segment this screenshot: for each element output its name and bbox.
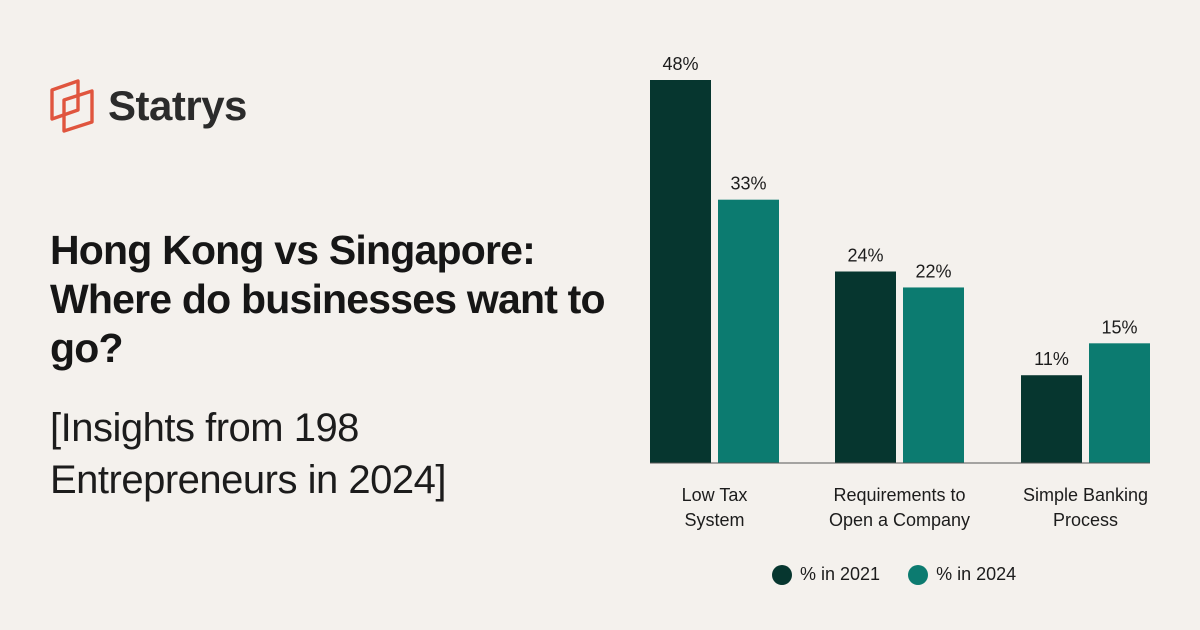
data-label: 15%: [1101, 317, 1137, 337]
legend-item-2024: % in 2024: [908, 564, 1016, 585]
category-label: Open a Company: [829, 510, 970, 530]
legend-label-2024: % in 2024: [936, 564, 1017, 584]
legend-item-2021: % in 2021: [772, 564, 880, 585]
category-label: Low Tax: [682, 485, 748, 505]
page-title: Hong Kong vs Singapore: Where do busines…: [50, 227, 606, 371]
statrys-logo-icon: [50, 79, 94, 133]
category-label: Process: [1053, 510, 1118, 530]
data-label: 33%: [730, 174, 766, 194]
brand-logo: Statrys: [48, 78, 247, 134]
category-label: System: [684, 510, 744, 530]
data-label: 11%: [1034, 349, 1069, 369]
chart-canvas: 48% 33% Low Tax System 24% 22% Requirements to…: [650, 54, 1150, 530]
bar: [1089, 343, 1150, 463]
legend-swatch-2024: [908, 564, 929, 585]
data-label: 48%: [662, 54, 698, 74]
bar: [718, 199, 779, 463]
brand-name: Statrys: [108, 82, 247, 129]
bar: [903, 287, 964, 463]
category-label: Simple Banking: [1023, 485, 1148, 505]
data-label: 24%: [847, 246, 883, 266]
bar-chart: 48% 33% Low Tax System 24% 22% Requirements to…: [600, 0, 1200, 630]
legend-label-2021: % in 2021: [800, 564, 881, 584]
chart-legend: % in 2021 % in 2024: [772, 564, 1016, 585]
data-label: 22%: [915, 261, 951, 281]
category-label: Requirements to: [833, 485, 965, 505]
bar: [835, 271, 896, 463]
bar: [650, 80, 711, 463]
page-subtitle: [Insights from 198 Entrepreneurs in 2024…: [50, 406, 446, 502]
bar: [1021, 375, 1082, 463]
legend-swatch-2021: [772, 564, 792, 585]
